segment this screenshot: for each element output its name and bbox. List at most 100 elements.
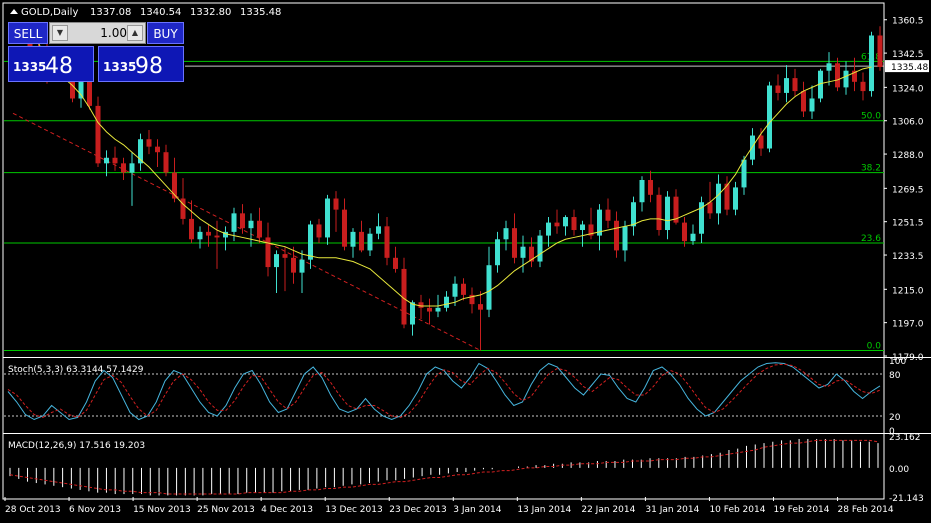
time-tick-label: 31 Jan 2014: [645, 505, 699, 515]
time-tick-label: 4 Dec 2013: [261, 505, 313, 515]
lot-size-control[interactable]: ▼ 1.00 ▲: [49, 22, 146, 44]
candle-body: [818, 70, 823, 99]
candle: [503, 220, 509, 251]
candle-body: [682, 222, 687, 242]
candle-body: [163, 152, 169, 173]
candle-body: [741, 159, 747, 188]
candle-body: [478, 304, 483, 310]
candle-body: [750, 135, 755, 160]
candle-body: [78, 79, 84, 99]
candle: [418, 294, 424, 319]
stochastic-signal-line: [7, 363, 881, 418]
candle: [359, 220, 364, 253]
candle-body: [214, 235, 220, 238]
candle-body: [801, 91, 806, 112]
candle: [469, 287, 475, 314]
collapse-triangle-icon[interactable]: [10, 9, 18, 14]
candle: [486, 246, 492, 318]
price-axis: 1360.5 1342.5 1324.0 1306.0 1288.0 1269.5 1251…: [884, 17, 929, 363]
candle-body: [308, 224, 313, 260]
candle-body: [444, 296, 449, 308]
candle-body: [520, 246, 526, 258]
candle: [826, 52, 832, 86]
candle: [614, 211, 619, 258]
candle-body: [554, 222, 560, 227]
candle-body: [95, 105, 101, 164]
candle-body: [333, 198, 339, 210]
candle-body: [393, 257, 398, 269]
candle-body: [435, 307, 441, 312]
fibonacci-level-label: 38.2: [861, 164, 881, 174]
high-price: 1340.54: [140, 7, 181, 18]
candle-body: [869, 35, 874, 92]
buy-button[interactable]: BUY: [147, 22, 184, 44]
candle: [316, 218, 322, 243]
time-tick-label: 3 Jan 2014: [453, 505, 501, 515]
candle-body: [877, 35, 883, 67]
candle: [291, 246, 296, 284]
candle: [240, 204, 245, 234]
candle: [376, 213, 381, 240]
bid-price-button[interactable]: 1335 48: [8, 46, 94, 82]
candle-body: [461, 283, 466, 295]
candle: [461, 278, 466, 301]
stochastic-tick-label: 100: [889, 357, 906, 367]
candle: [622, 220, 628, 262]
candle-body: [121, 163, 126, 173]
macd-signal-line: [9, 439, 879, 495]
candle-body: [495, 239, 500, 266]
candle: [716, 174, 721, 225]
candle: [707, 181, 713, 219]
candle: [333, 191, 339, 232]
candle: [129, 152, 135, 206]
time-tick-label: 13 Jan 2014: [517, 505, 571, 515]
candle: [325, 194, 330, 245]
lot-size-input[interactable]: 1.00: [100, 26, 127, 40]
candle-body: [767, 85, 772, 149]
candle: [537, 230, 543, 268]
candle-body: [665, 196, 670, 231]
candle: [223, 226, 228, 251]
candle: [580, 220, 585, 247]
time-tick-label: 6 Nov 2013: [69, 505, 121, 515]
candle-body: [87, 79, 92, 106]
moving-average-line: [29, 29, 872, 307]
stochastic-panel: Stoch(5,3,3) 63.3144 57.1429 100 80 20 0: [4, 357, 906, 437]
candle: [350, 228, 356, 258]
decrease-lot-icon[interactable]: ▼: [52, 25, 68, 41]
candle: [308, 220, 313, 269]
candle-body: [792, 78, 798, 92]
candle-body: [699, 202, 704, 234]
candle-body: [104, 157, 109, 164]
sell-button[interactable]: SELL: [8, 22, 48, 44]
candle: [809, 85, 815, 119]
close-price: 1335.48: [240, 7, 281, 18]
candle-body: [265, 237, 271, 268]
candle-body: [716, 183, 721, 214]
time-tick-label: 15 Nov 2013: [133, 505, 191, 515]
candle-body: [512, 228, 517, 258]
price-tick-label: 1342.5: [892, 50, 924, 60]
symbol-header: GOLD,Daily 1337.08 1340.54 1332.80 1335.…: [10, 7, 281, 18]
time-tick-label: 23 Dec 2013: [389, 505, 447, 515]
fibonacci-level-label: 23.6: [861, 234, 881, 244]
candle: [299, 250, 305, 294]
chart-frame: [2, 2, 931, 500]
candle: [95, 96, 101, 168]
candle-body: [291, 257, 296, 273]
ask-price-button[interactable]: 1335 98: [98, 46, 184, 82]
candle: [818, 68, 823, 103]
increase-lot-icon[interactable]: ▲: [127, 25, 143, 41]
candle: [546, 217, 551, 247]
candle: [214, 220, 220, 269]
candle-body: [316, 224, 322, 238]
candle: [767, 81, 772, 153]
open-price: 1337.08: [90, 7, 131, 18]
candle-body: [563, 217, 568, 227]
candle-body: [843, 70, 849, 88]
candle-body: [724, 183, 730, 210]
candle: [512, 213, 517, 264]
candle: [784, 65, 789, 103]
